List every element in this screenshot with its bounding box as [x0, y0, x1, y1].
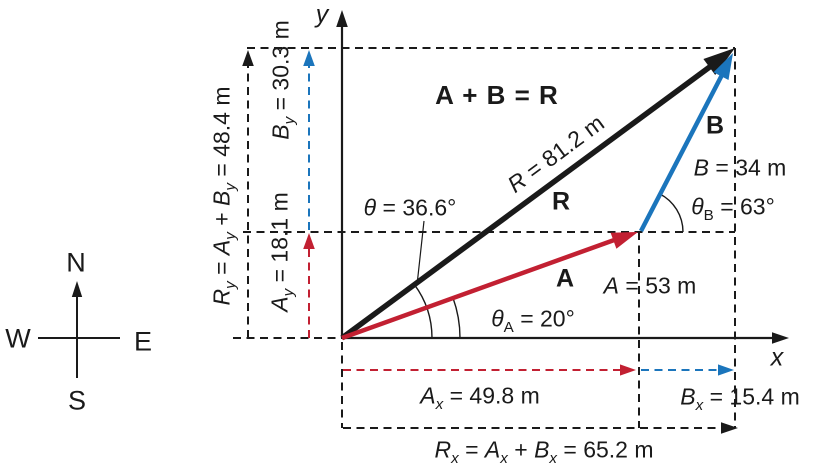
vector-r-name: R — [551, 187, 571, 216]
x-axis-label: x — [770, 343, 784, 372]
rx-component-arrow — [343, 422, 738, 434]
ry-component-arrow — [242, 50, 254, 338]
rx-component-label: Rx = Ax + Bx = 65.2 m — [434, 436, 654, 468]
ax-component-arrow — [343, 364, 636, 376]
b-magnitude-label: B = 34 m — [693, 154, 787, 181]
theta-r-label: θ = 36.6° — [363, 194, 457, 221]
theta-a-arc — [452, 297, 461, 339]
theta-b-arc — [659, 193, 684, 233]
vector-b — [639, 53, 733, 233]
by-component-arrow — [303, 50, 315, 230]
compass-south-label: S — [67, 385, 87, 416]
theta-r-arc — [413, 283, 433, 339]
theta-r-leader-line — [416, 220, 425, 286]
compass-north-label: N — [66, 247, 86, 278]
bx-component-arrow — [641, 364, 734, 376]
ry-component-label: Ry = Ay + By = 48.4 m — [208, 86, 240, 306]
a-magnitude-label: A = 53 m — [603, 272, 697, 299]
vector-a-name: A — [555, 264, 575, 293]
compass-rose — [38, 281, 120, 378]
compass-north-arrowhead — [71, 281, 83, 297]
ay-component-arrow — [303, 233, 315, 338]
compass-west-label: W — [5, 323, 31, 354]
x-axis-arrowhead — [772, 332, 789, 344]
bx-component-label: Bx = 15.4 m — [680, 383, 800, 415]
theta-b-label: θB = 63° — [691, 193, 775, 225]
vector-r — [340, 48, 735, 341]
theta-a-label: θA = 20° — [491, 305, 575, 337]
ay-component-label: Ay = 18.1 m — [266, 192, 298, 312]
vector-b-name: B — [705, 111, 725, 140]
construction-lines — [233, 47, 736, 428]
vector-a — [341, 232, 638, 341]
by-component-label: By = 30.3 m — [267, 20, 299, 140]
y-axis-arrowhead — [336, 10, 348, 27]
compass-east-label: E — [133, 326, 153, 357]
y-axis-label: y — [315, 0, 329, 29]
coordinate-axes — [336, 10, 789, 344]
vector-equation: A + B = R — [435, 80, 559, 110]
ax-component-label: Ax = 49.8 m — [420, 382, 540, 414]
